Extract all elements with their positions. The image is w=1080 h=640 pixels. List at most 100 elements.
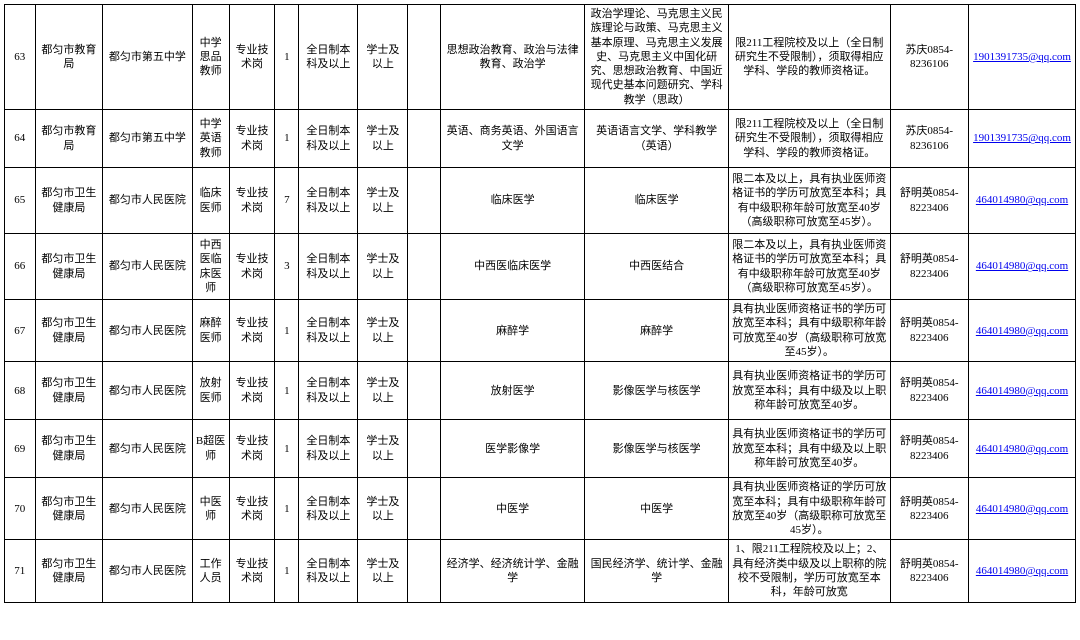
table-cell: 限211工程院校及以上（全日制研究生不受限制），须取得相应学科、学段的教师资格证…: [729, 110, 890, 168]
email-link[interactable]: 464014980@qq.com: [976, 260, 1068, 272]
email-link[interactable]: 464014980@qq.com: [976, 565, 1068, 577]
table-cell: 放射医师: [192, 362, 229, 420]
table-cell: 临床医师: [192, 168, 229, 234]
table-cell: [408, 362, 441, 420]
table-cell: 舒明英0854-8223406: [890, 168, 969, 234]
table-cell: 1: [275, 300, 299, 362]
table-cell: 经济学、经济统计学、金融学: [441, 540, 585, 602]
table-row: 68都匀市卫生健康局都匀市人民医院放射医师专业技术岗1全日制本科及以上学士及以上…: [5, 362, 1076, 420]
table-cell: 464014980@qq.com: [969, 478, 1076, 540]
table-cell: 麻醉学: [585, 300, 729, 362]
table-cell: 英语、商务英语、外国语言文学: [441, 110, 585, 168]
table-cell: 专业技术岗: [229, 168, 275, 234]
table-cell: 学士及以上: [358, 234, 408, 300]
table-cell: 全日制本科及以上: [299, 5, 358, 110]
email-link[interactable]: 1901391735@qq.com: [973, 51, 1071, 63]
table-cell: 都匀市卫生健康局: [35, 168, 103, 234]
table-cell: 都匀市第五中学: [103, 5, 192, 110]
table-cell: 都匀市人民医院: [103, 300, 192, 362]
email-link[interactable]: 464014980@qq.com: [976, 325, 1068, 337]
table-cell: 464014980@qq.com: [969, 234, 1076, 300]
table-cell: 70: [5, 478, 36, 540]
table-cell: 都匀市人民医院: [103, 540, 192, 602]
table-cell: 都匀市第五中学: [103, 110, 192, 168]
table-cell: 63: [5, 5, 36, 110]
table-cell: 苏庆0854-8236106: [890, 5, 969, 110]
table-cell: 苏庆0854-8236106: [890, 110, 969, 168]
table-cell: 1: [275, 110, 299, 168]
table-cell: 专业技术岗: [229, 300, 275, 362]
email-link[interactable]: 464014980@qq.com: [976, 194, 1068, 206]
table-cell: 具有执业医师资格证书的学历可放宽至本科；具有中级职称年龄可放宽至40岁（高级职称…: [729, 300, 890, 362]
table-cell: 学士及以上: [358, 478, 408, 540]
table-cell: 464014980@qq.com: [969, 300, 1076, 362]
table-cell: 都匀市人民医院: [103, 420, 192, 478]
table-cell: 1901391735@qq.com: [969, 5, 1076, 110]
table-cell: 专业技术岗: [229, 420, 275, 478]
table-cell: 1: [275, 540, 299, 602]
table-row: 70都匀市卫生健康局都匀市人民医院中医师专业技术岗1全日制本科及以上学士及以上中…: [5, 478, 1076, 540]
table-cell: 中西医临床医师: [192, 234, 229, 300]
table-cell: 具有执业医师资格证的学历可放宽至本科；具有中级职称年龄可放宽至40岁（高级职称可…: [729, 478, 890, 540]
table-cell: 都匀市人民医院: [103, 234, 192, 300]
table-cell: [408, 110, 441, 168]
table-row: 69都匀市卫生健康局都匀市人民医院B超医师专业技术岗1全日制本科及以上学士及以上…: [5, 420, 1076, 478]
table-cell: 都匀市人民医院: [103, 478, 192, 540]
table-cell: 65: [5, 168, 36, 234]
table-cell: 临床医学: [441, 168, 585, 234]
table-cell: 1: [275, 362, 299, 420]
email-link[interactable]: 1901391735@qq.com: [973, 132, 1071, 144]
table-cell: 全日制本科及以上: [299, 478, 358, 540]
table-cell: 都匀市人民医院: [103, 168, 192, 234]
table-cell: 3: [275, 234, 299, 300]
table-cell: 1、限211工程院校及以上；2、具有经济类中级及以上职称的院校不受限制，学历可放…: [729, 540, 890, 602]
table-cell: 英语语言文学、学科教学（英语）: [585, 110, 729, 168]
table-cell: 国民经济学、统计学、金融学: [585, 540, 729, 602]
table-cell: 全日制本科及以上: [299, 110, 358, 168]
table-cell: [408, 478, 441, 540]
table-row: 71都匀市卫生健康局都匀市人民医院工作人员专业技术岗1全日制本科及以上学士及以上…: [5, 540, 1076, 602]
table-cell: 舒明英0854-8223406: [890, 234, 969, 300]
table-row: 66都匀市卫生健康局都匀市人民医院中西医临床医师专业技术岗3全日制本科及以上学士…: [5, 234, 1076, 300]
table-cell: 麻醉学: [441, 300, 585, 362]
table-cell: 麻醉医师: [192, 300, 229, 362]
table-cell: [408, 168, 441, 234]
table-cell: 中医师: [192, 478, 229, 540]
table-cell: 临床医学: [585, 168, 729, 234]
table-cell: [408, 300, 441, 362]
table-cell: 中学思品教师: [192, 5, 229, 110]
table-cell: 1901391735@qq.com: [969, 110, 1076, 168]
table-cell: 全日制本科及以上: [299, 234, 358, 300]
table-cell: 舒明英0854-8223406: [890, 362, 969, 420]
table-cell: 专业技术岗: [229, 478, 275, 540]
table-cell: 学士及以上: [358, 362, 408, 420]
table-cell: 学士及以上: [358, 420, 408, 478]
table-cell: 限211工程院校及以上（全日制研究生不受限制），须取得相应学科、学段的教师资格证…: [729, 5, 890, 110]
table-cell: 影像医学与核医学: [585, 362, 729, 420]
table-cell: 都匀市教育局: [35, 5, 103, 110]
table-cell: 464014980@qq.com: [969, 168, 1076, 234]
email-link[interactable]: 464014980@qq.com: [976, 503, 1068, 515]
table-cell: 舒明英0854-8223406: [890, 420, 969, 478]
table-cell: 学士及以上: [358, 5, 408, 110]
table-cell: [408, 540, 441, 602]
table-cell: 学士及以上: [358, 110, 408, 168]
table-cell: 全日制本科及以上: [299, 362, 358, 420]
table-cell: 具有执业医师资格证书的学历可放宽至本科；具有中级及以上职称年龄可放宽至40岁。: [729, 362, 890, 420]
table-cell: 学士及以上: [358, 168, 408, 234]
email-link[interactable]: 464014980@qq.com: [976, 443, 1068, 455]
table-cell: 中学英语教师: [192, 110, 229, 168]
table-cell: 都匀市卫生健康局: [35, 362, 103, 420]
table-cell: 都匀市卫生健康局: [35, 540, 103, 602]
table-cell: 专业技术岗: [229, 5, 275, 110]
table-cell: 全日制本科及以上: [299, 168, 358, 234]
table-cell: 学士及以上: [358, 300, 408, 362]
table-cell: 舒明英0854-8223406: [890, 478, 969, 540]
table-cell: 1: [275, 478, 299, 540]
table-cell: 专业技术岗: [229, 540, 275, 602]
table-cell: [408, 234, 441, 300]
table-cell: 全日制本科及以上: [299, 540, 358, 602]
email-link[interactable]: 464014980@qq.com: [976, 385, 1068, 397]
table-cell: 全日制本科及以上: [299, 300, 358, 362]
table-cell: 中西医结合: [585, 234, 729, 300]
